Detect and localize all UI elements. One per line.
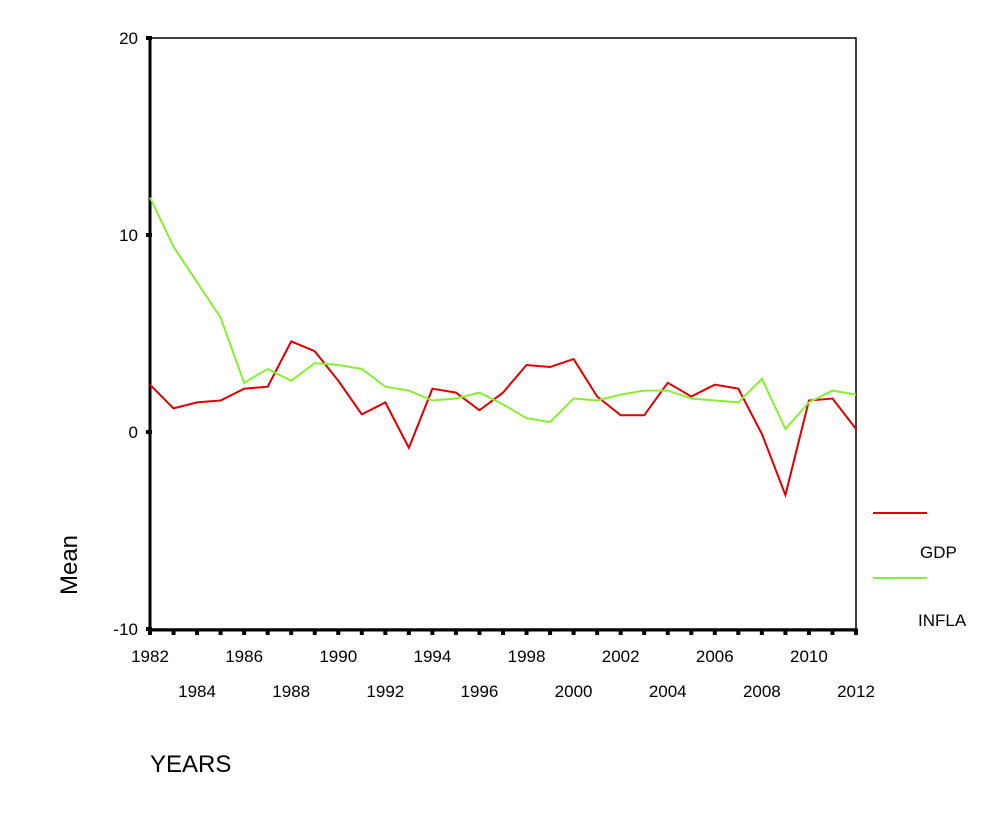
x-tick-mark — [312, 629, 317, 635]
x-tick-label: 2002 — [602, 647, 640, 666]
x-tick-mark — [430, 629, 435, 635]
x-tick-label: 1986 — [225, 647, 263, 666]
x-tick-mark — [453, 629, 458, 635]
x-tick-label: 1994 — [413, 647, 451, 666]
x-tick-mark — [736, 629, 741, 635]
x-tick-mark — [289, 629, 294, 635]
x-tick-mark — [854, 629, 858, 635]
x-tick-label: 2000 — [555, 682, 593, 701]
x-tick-mark — [548, 629, 553, 635]
x-tick-mark — [665, 629, 670, 635]
y-axis-label: Mean — [56, 535, 83, 595]
y-tick-mark — [146, 430, 152, 434]
x-tick-mark — [759, 629, 764, 635]
x-tick-mark — [171, 629, 176, 635]
x-tick-mark — [501, 629, 505, 635]
x-tick-mark — [689, 629, 694, 635]
legend-label-gdp: GDP — [920, 543, 957, 562]
y-tick-label: 10 — [119, 226, 138, 245]
x-tick-mark — [477, 629, 482, 635]
x-tick-mark — [783, 629, 788, 635]
x-axis-label: YEARS — [150, 751, 231, 778]
y-tick-label: -10 — [113, 620, 138, 639]
x-tick-mark — [195, 629, 200, 635]
x-tick-label: 1992 — [366, 682, 404, 701]
y-tick-mark — [146, 233, 152, 237]
x-tick-mark — [806, 629, 811, 635]
x-tick-mark — [595, 629, 600, 635]
x-tick-mark — [148, 629, 152, 635]
x-tick-label: 1982 — [131, 647, 169, 666]
x-tick-label: 2006 — [696, 647, 734, 666]
x-tick-mark — [242, 629, 247, 635]
x-tick-label: 2004 — [649, 682, 687, 701]
x-tick-label: 1988 — [272, 682, 310, 701]
x-tick-mark — [265, 629, 270, 635]
y-tick-mark — [146, 36, 152, 40]
x-tick-mark — [524, 629, 529, 635]
x-tick-mark — [618, 629, 623, 635]
x-tick-mark — [359, 629, 364, 635]
x-tick-label: 1998 — [508, 647, 546, 666]
x-tick-mark — [383, 629, 388, 635]
legend-label-infla: INFLA — [918, 611, 967, 630]
series-line-gdp — [149, 340, 857, 499]
x-tick-label: 1990 — [319, 647, 357, 666]
x-tick-label: 2012 — [837, 682, 875, 701]
x-tick-mark — [406, 629, 411, 635]
y-tick-label: 20 — [119, 29, 138, 48]
x-tick-mark — [642, 629, 647, 635]
plot-frame — [149, 37, 857, 630]
x-tick-mark — [571, 629, 576, 635]
x-tick-label: 2010 — [790, 647, 828, 666]
y-tick-label: 0 — [129, 423, 138, 442]
x-tick-mark — [712, 629, 717, 635]
x-tick-label: 1996 — [461, 682, 499, 701]
x-tick-label: 1984 — [178, 682, 216, 701]
x-tick-mark — [336, 629, 341, 635]
x-tick-label: 2008 — [743, 682, 781, 701]
series-line-infla — [149, 197, 857, 431]
x-tick-mark — [830, 629, 835, 635]
legend: GDP INFLA — [873, 512, 967, 630]
x-tick-mark — [218, 629, 223, 635]
